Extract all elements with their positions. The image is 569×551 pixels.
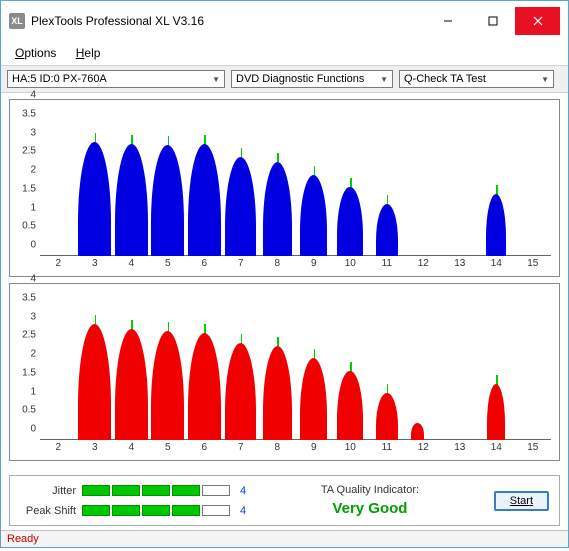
- jitter-chart-bottom: 00.511.522.533.54 23456789101112131415: [9, 283, 560, 461]
- quality-title: TA Quality Indicator:: [256, 484, 484, 496]
- meter-segment: [142, 485, 170, 496]
- peakshift-value: 4: [240, 505, 246, 517]
- meter-segment: [142, 505, 170, 516]
- app-window: XL PlexTools Professional XL V3.16 Optio…: [0, 0, 569, 548]
- meter-segment: [112, 505, 140, 516]
- device-select-value: HA:5 ID:0 PX-760A: [12, 73, 208, 85]
- status-text: Ready: [7, 533, 39, 545]
- meter-segment: [202, 505, 230, 516]
- minimize-button[interactable]: [425, 7, 470, 35]
- menu-options[interactable]: Options: [7, 43, 64, 63]
- function-select-value: DVD Diagnostic Functions: [236, 73, 376, 85]
- peakshift-label: Peak Shift: [20, 505, 76, 517]
- test-select[interactable]: Q-Check TA Test ▼: [399, 70, 554, 88]
- menu-help[interactable]: Help: [68, 43, 109, 63]
- chart-area: 00.511.522.533.54 23456789101112131415 0…: [1, 93, 568, 473]
- statusbar: Ready: [1, 530, 568, 547]
- quality-value: Very Good: [256, 500, 484, 517]
- jitter-value: 4: [240, 485, 246, 497]
- meter-segment: [172, 485, 200, 496]
- maximize-button[interactable]: [470, 7, 515, 35]
- meter-segment: [112, 485, 140, 496]
- meter-segment: [82, 505, 110, 516]
- app-icon: XL: [9, 13, 25, 29]
- meter-segment: [202, 485, 230, 496]
- titlebar: XL PlexTools Professional XL V3.16: [1, 1, 568, 41]
- jitter-label: Jitter: [20, 485, 76, 497]
- function-select[interactable]: DVD Diagnostic Functions ▼: [231, 70, 393, 88]
- jitter-meter: Jitter 4: [20, 485, 246, 497]
- chevron-down-icon: ▼: [212, 75, 220, 84]
- quality-indicator: TA Quality Indicator: Very Good: [256, 484, 484, 517]
- meter-segment: [82, 485, 110, 496]
- start-button[interactable]: Start: [494, 491, 549, 511]
- close-button[interactable]: [515, 7, 560, 35]
- jitter-chart-top: 00.511.522.533.54 23456789101112131415: [9, 99, 560, 277]
- peakshift-meter: Peak Shift 4: [20, 505, 246, 517]
- toolbar: HA:5 ID:0 PX-760A ▼ DVD Diagnostic Funct…: [1, 66, 568, 93]
- menubar: Options Help: [1, 41, 568, 66]
- device-select[interactable]: HA:5 ID:0 PX-760A ▼: [7, 70, 225, 88]
- window-title: PlexTools Professional XL V3.16: [31, 14, 425, 28]
- chevron-down-icon: ▼: [380, 75, 388, 84]
- chevron-down-icon: ▼: [541, 75, 549, 84]
- meter-segment: [172, 505, 200, 516]
- results-panel: Jitter 4 Peak Shift 4 TA Quality Indicat…: [9, 475, 560, 526]
- test-select-value: Q-Check TA Test: [404, 73, 537, 85]
